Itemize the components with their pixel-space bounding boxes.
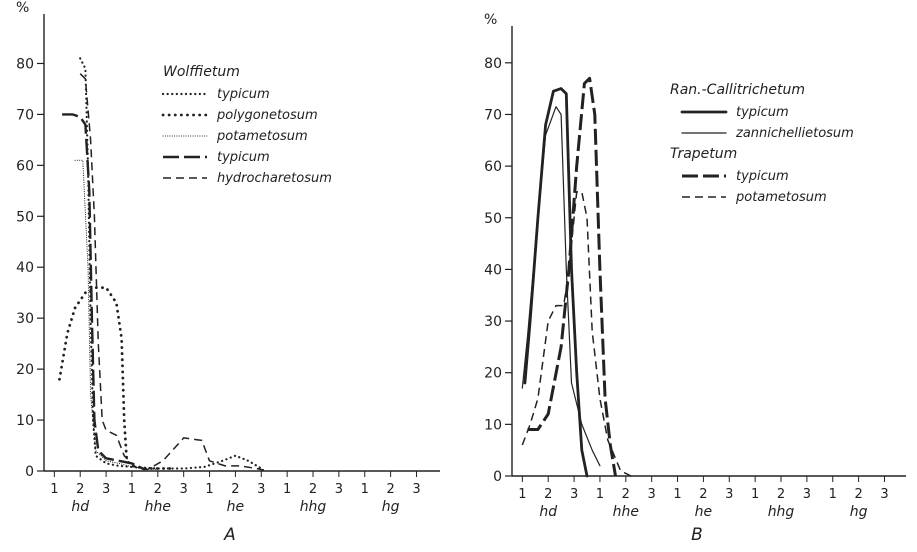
legend-group-title: Ran.-Callitrichetum xyxy=(670,82,805,98)
x-tick-label: 1 xyxy=(128,482,136,497)
y-tick-label: 0 xyxy=(493,469,502,485)
y-tick-label: 60 xyxy=(16,158,34,174)
y-tick-label: 70 xyxy=(484,107,502,123)
x-tick-label: 2 xyxy=(154,482,162,497)
series-line-zannichellietosum xyxy=(521,106,601,467)
legend-entry: polygonetosum xyxy=(216,108,318,123)
x-tick-label: 1 xyxy=(751,487,759,502)
x-tick-label: 3 xyxy=(648,487,656,502)
y-axis-label: % xyxy=(484,12,497,28)
x-tick-label: 1 xyxy=(205,482,213,497)
legend-entry: typicum xyxy=(736,169,789,184)
y-tick-label: 30 xyxy=(16,311,34,327)
x-tick-label: 2 xyxy=(622,487,630,502)
x-tick-label: 2 xyxy=(544,487,552,502)
legend-entry: hydrocharetosum xyxy=(217,171,332,186)
legend-entry: typicum xyxy=(217,87,270,102)
x-group-label: hhg xyxy=(300,499,327,515)
y-tick-label: 40 xyxy=(16,260,34,276)
x-group-label: hg xyxy=(850,504,868,520)
x-tick-label: 3 xyxy=(257,482,265,497)
y-tick-label: 20 xyxy=(484,366,502,382)
y-tick-label: 20 xyxy=(16,362,34,378)
series-line-typicum xyxy=(79,57,263,470)
y-tick-label: 80 xyxy=(16,56,34,72)
x-tick-label: 3 xyxy=(725,487,733,502)
x-tick-label: 2 xyxy=(309,482,317,497)
series-line-potametosum xyxy=(74,159,159,471)
x-tick-label: 2 xyxy=(777,487,785,502)
x-tick-label: 2 xyxy=(76,482,84,497)
y-tick-label: 50 xyxy=(16,209,34,225)
x-tick-label: 2 xyxy=(231,482,239,497)
x-group-label: hg xyxy=(382,499,400,515)
legend-title: Wolffietum xyxy=(163,64,240,80)
x-tick-label: 2 xyxy=(386,482,394,497)
legend-entry: typicum xyxy=(736,105,789,120)
series-line-typicum xyxy=(527,76,617,477)
x-tick-label: 1 xyxy=(596,487,604,502)
x-tick-label: 1 xyxy=(361,482,369,497)
x-tick-label: 2 xyxy=(854,487,862,502)
legend-group-title: Trapetum xyxy=(670,146,737,162)
chart-panel-b: % 0 10 20 30 40 50 60 70 80 1 2 3 hd 1 2 3 hhe 1 2 3 he 1 2 3 hhg… xyxy=(484,12,906,545)
x-tick-label: 3 xyxy=(412,482,420,497)
x-tick-label: 3 xyxy=(102,482,110,497)
y-tick-label: 60 xyxy=(484,159,502,175)
x-tick-label: 3 xyxy=(570,487,578,502)
x-tick-label: 3 xyxy=(880,487,888,502)
y-tick-label: 30 xyxy=(484,314,502,330)
x-group-label: hd xyxy=(71,499,89,515)
x-group-label: hhe xyxy=(145,499,171,515)
y-tick-label: 40 xyxy=(484,262,502,278)
x-group-label: hd xyxy=(539,504,557,520)
x-tick-label: 3 xyxy=(335,482,343,497)
y-tick-label: 10 xyxy=(484,417,502,433)
x-tick-label: 3 xyxy=(803,487,811,502)
x-tick-label: 2 xyxy=(699,487,707,502)
panel-label: A xyxy=(223,525,236,545)
series-line-hydrocharetosum xyxy=(79,73,265,471)
y-tick-label: 0 xyxy=(25,464,34,480)
series-line-potametosum xyxy=(521,191,632,477)
x-tick-label: 1 xyxy=(518,487,526,502)
series-line-polygonetosum xyxy=(58,286,173,470)
x-tick-label: 1 xyxy=(283,482,291,497)
x-tick-label: 1 xyxy=(673,487,681,502)
y-tick-label: 70 xyxy=(16,107,34,123)
y-tick-label: 80 xyxy=(484,56,502,72)
x-group-label: hhe xyxy=(613,504,639,520)
y-tick-label: 10 xyxy=(16,413,34,429)
x-group-label: hhg xyxy=(768,504,795,520)
panel-label: B xyxy=(691,525,703,545)
series-line-typicum xyxy=(62,113,146,471)
x-group-label: he xyxy=(695,504,713,520)
y-axis-label: % xyxy=(16,0,29,16)
legend-entry: potametosum xyxy=(735,190,827,205)
x-group-label: he xyxy=(227,499,245,515)
y-tick-label: 50 xyxy=(484,211,502,227)
legend-entry: potametosum xyxy=(216,129,308,144)
chart-panel-a: % 0 10 20 30 40 50 60 70 80 1 2 3 hd 1 2 3 hhe 1 2 3 he 1 2 3 hhg… xyxy=(16,0,440,545)
x-tick-label: 3 xyxy=(180,482,188,497)
x-tick-label: 1 xyxy=(829,487,837,502)
legend-entry: typicum xyxy=(217,150,270,165)
legend-entry: zannichellietosum xyxy=(735,126,854,141)
x-tick-label: 1 xyxy=(50,482,58,497)
